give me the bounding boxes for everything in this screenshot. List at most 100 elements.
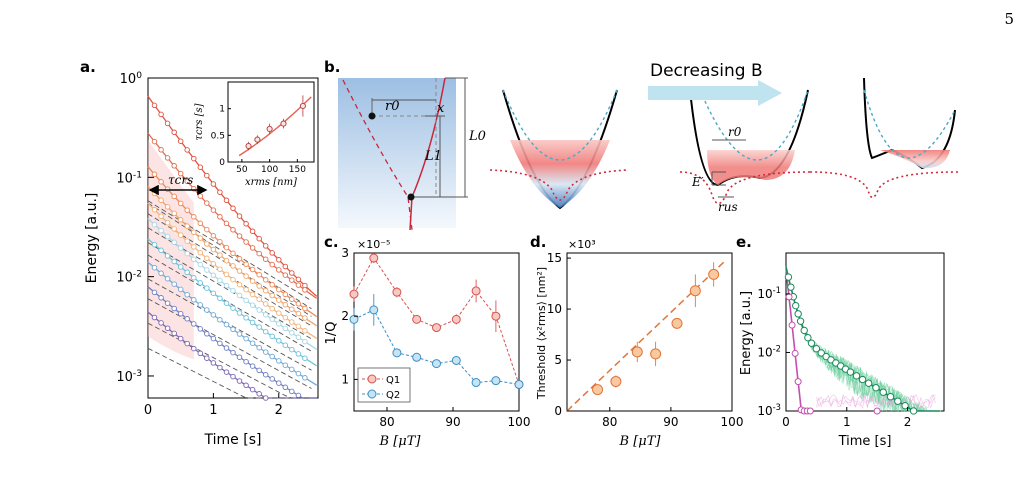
panel-e-green-point bbox=[817, 349, 825, 357]
panel-c-point-Q2 bbox=[432, 359, 441, 369]
panel-a-point bbox=[184, 316, 190, 322]
panel-a-point bbox=[197, 193, 204, 199]
panel-e-ytick-label: 10-3 bbox=[757, 402, 781, 418]
panel-a-point bbox=[210, 207, 217, 213]
inset-point bbox=[280, 120, 287, 127]
panel-e-green-point bbox=[812, 345, 821, 353]
panel-a-point bbox=[269, 353, 275, 360]
panel-a-frame bbox=[147, 77, 319, 399]
panel-a-point bbox=[197, 220, 204, 227]
panel-a-point bbox=[151, 264, 158, 271]
panel-a-point bbox=[295, 351, 302, 357]
panel-a-point bbox=[262, 301, 269, 307]
panel-a-point bbox=[269, 316, 275, 323]
panel-a-point bbox=[204, 200, 210, 206]
panel-label-c: c. bbox=[324, 233, 339, 251]
panel-a-point bbox=[191, 256, 197, 262]
panel-a-point bbox=[204, 241, 210, 247]
legend-q1-label: Q1 bbox=[386, 375, 400, 386]
inset-point bbox=[266, 125, 273, 132]
decreasing-b-label: Decreasing B bbox=[650, 61, 763, 81]
panel-e-xlabel: Time [s] bbox=[838, 434, 892, 449]
well-1-fill bbox=[510, 140, 610, 208]
r0-label-b: r0 bbox=[385, 99, 400, 114]
panel-d-xtick-label: 100 bbox=[721, 415, 744, 429]
panel-a-point bbox=[243, 261, 249, 267]
panel-e-green-point bbox=[846, 368, 855, 376]
panel-a-point bbox=[249, 386, 256, 393]
panel-a-point bbox=[282, 263, 289, 270]
panel-a-point bbox=[171, 239, 177, 246]
panel-a-point bbox=[151, 171, 158, 178]
panel-e-magenta-point bbox=[785, 293, 793, 301]
panel-a-point bbox=[230, 205, 236, 212]
panel-a-point bbox=[217, 189, 223, 195]
panel-a-point bbox=[282, 314, 289, 321]
panel-a-point bbox=[223, 369, 230, 375]
panel-a-point bbox=[243, 273, 249, 279]
panel-a-point bbox=[191, 345, 197, 352]
panel-e-magenta-point bbox=[794, 378, 802, 386]
panel-a-point bbox=[243, 286, 249, 293]
panel-a-point bbox=[158, 320, 164, 326]
inset-point bbox=[245, 142, 252, 150]
panel-a-point bbox=[256, 324, 262, 330]
panel-a-point bbox=[210, 233, 217, 239]
panel-a-point bbox=[230, 263, 236, 269]
panel-d-point bbox=[671, 317, 683, 329]
panel-a-point bbox=[191, 229, 197, 235]
panel-e-magenta-point bbox=[791, 349, 799, 357]
panel-a-point bbox=[184, 238, 190, 244]
panel-a-point bbox=[158, 247, 164, 254]
panel-e-ylabel: Energy [a.u.] bbox=[739, 291, 754, 375]
panel-a-point bbox=[223, 220, 230, 227]
panel-e-green-point bbox=[794, 310, 802, 318]
panel-a-point bbox=[204, 285, 210, 291]
panel-a-point bbox=[249, 340, 256, 346]
panel-d-point bbox=[689, 285, 701, 297]
panel-a-point bbox=[276, 267, 282, 273]
panel-a-point bbox=[289, 330, 295, 336]
panel-a-point bbox=[249, 245, 256, 251]
panel-a-chart: 0 1 2 100 10-1 10-2 10-3 Time [s] Energy [a.u.… bbox=[84, 71, 319, 448]
panel-a-point bbox=[243, 221, 249, 227]
panel-a-point bbox=[230, 349, 236, 356]
panel-e-xtick-label: 2 bbox=[904, 415, 912, 429]
panel-a-curves bbox=[147, 95, 318, 401]
well-3-fill bbox=[880, 150, 950, 169]
r0-label-well: r0 bbox=[728, 125, 742, 139]
panel-e-frame bbox=[785, 252, 945, 412]
panel-a-point bbox=[158, 197, 164, 203]
panel-a-point bbox=[243, 315, 249, 321]
panel-a-point bbox=[151, 138, 158, 145]
panel-a-point bbox=[269, 376, 275, 382]
inset-xlabel: xrms [nm] bbox=[245, 177, 297, 188]
panel-a-point bbox=[302, 355, 308, 361]
panel-a-point bbox=[243, 382, 249, 389]
panel-e-content: 0 1 2 10-1 10-2 10-3 bbox=[757, 266, 941, 429]
panel-a-point bbox=[164, 186, 171, 192]
panel-a-point bbox=[289, 306, 295, 312]
panel-a-xlabel: Time [s] bbox=[204, 432, 262, 448]
tau-crs-annotation: τcrs bbox=[168, 173, 193, 187]
panel-a-point bbox=[191, 244, 197, 250]
panel-a-point bbox=[276, 338, 282, 344]
panel-a-point bbox=[262, 256, 269, 262]
panel-a-point bbox=[282, 384, 289, 391]
inset-point bbox=[299, 102, 306, 110]
panel-c-point-Q2 bbox=[369, 305, 379, 315]
panel-d-ytick-label: 15 bbox=[547, 251, 562, 265]
panel-a-fit-1 bbox=[147, 202, 312, 310]
panel-e-xtick-label: 1 bbox=[843, 415, 851, 429]
panel-c-xtick-label: 100 bbox=[508, 415, 531, 429]
L1-label: L1 bbox=[424, 149, 442, 164]
well-1-red-dotted bbox=[489, 169, 629, 201]
panel-a-point bbox=[210, 261, 217, 267]
panel-c-legend bbox=[357, 367, 411, 403]
panel-d-point bbox=[708, 268, 720, 280]
panel-a-point bbox=[223, 282, 230, 289]
panel-a-point bbox=[210, 335, 217, 342]
panel-d-ytick-label: 5 bbox=[554, 353, 562, 367]
panel-c-point-Q1 bbox=[349, 289, 359, 299]
